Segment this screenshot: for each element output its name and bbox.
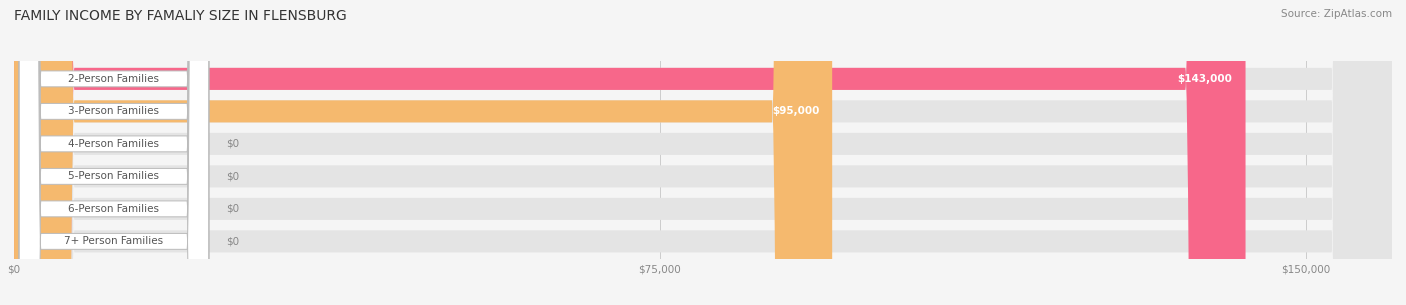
FancyBboxPatch shape — [20, 0, 208, 305]
FancyBboxPatch shape — [20, 0, 208, 305]
Text: $95,000: $95,000 — [772, 106, 820, 117]
Text: Source: ZipAtlas.com: Source: ZipAtlas.com — [1281, 9, 1392, 19]
Text: $0: $0 — [226, 139, 239, 149]
Text: 2-Person Families: 2-Person Families — [69, 74, 159, 84]
FancyBboxPatch shape — [14, 0, 1392, 305]
FancyBboxPatch shape — [14, 0, 1246, 305]
FancyBboxPatch shape — [14, 0, 1392, 305]
FancyBboxPatch shape — [20, 0, 208, 305]
FancyBboxPatch shape — [14, 0, 1392, 305]
FancyBboxPatch shape — [14, 0, 1392, 305]
FancyBboxPatch shape — [14, 0, 1392, 305]
Text: FAMILY INCOME BY FAMALIY SIZE IN FLENSBURG: FAMILY INCOME BY FAMALIY SIZE IN FLENSBU… — [14, 9, 347, 23]
Text: $143,000: $143,000 — [1178, 74, 1233, 84]
Text: 4-Person Families: 4-Person Families — [69, 139, 159, 149]
FancyBboxPatch shape — [20, 0, 208, 305]
FancyBboxPatch shape — [20, 0, 208, 305]
FancyBboxPatch shape — [20, 0, 208, 305]
FancyBboxPatch shape — [14, 0, 1392, 305]
Text: $0: $0 — [226, 236, 239, 246]
Text: 7+ Person Families: 7+ Person Families — [65, 236, 163, 246]
Text: 6-Person Families: 6-Person Families — [69, 204, 159, 214]
FancyBboxPatch shape — [14, 0, 832, 305]
Text: $0: $0 — [226, 204, 239, 214]
Text: 5-Person Families: 5-Person Families — [69, 171, 159, 181]
Text: 3-Person Families: 3-Person Families — [69, 106, 159, 117]
Text: $0: $0 — [226, 171, 239, 181]
